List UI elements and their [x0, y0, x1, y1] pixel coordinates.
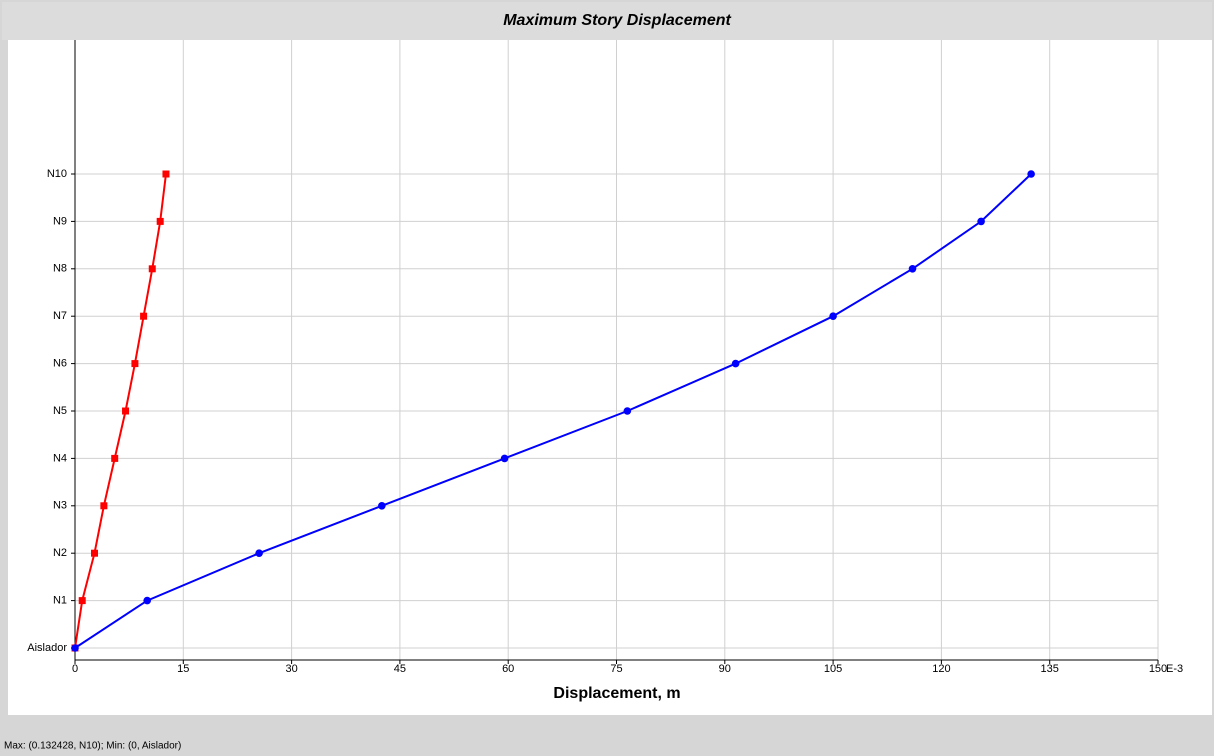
x-tick-label: 0: [72, 663, 78, 675]
x-tick-label: 30: [285, 663, 297, 675]
point: [78, 597, 86, 605]
x-tick-label: 120: [932, 663, 950, 675]
x-tick-label: 105: [824, 663, 842, 675]
point: [111, 454, 119, 462]
status-text: Max: (0.132428, N10); Min: (0, Aislador): [4, 741, 181, 752]
x-axis-title: Displacement, m: [553, 685, 680, 702]
point: [156, 217, 164, 225]
point: [71, 644, 79, 652]
point: [131, 360, 139, 368]
point: [829, 312, 837, 321]
y-tick-label: N4: [53, 452, 67, 464]
x-tick-label: 45: [394, 663, 406, 675]
x-tick-label: 15: [177, 663, 189, 675]
point: [500, 454, 509, 463]
y-tick-label: N5: [53, 405, 67, 417]
y-tick-label: N1: [53, 595, 67, 607]
x-tick-label: 150: [1149, 663, 1167, 675]
y-tick-label: N8: [53, 263, 67, 275]
x-tick-label: 135: [1041, 663, 1059, 675]
point: [162, 170, 170, 178]
point: [100, 502, 108, 510]
y-tick-label: Aislador: [27, 642, 67, 654]
y-tick-label: N9: [53, 215, 67, 227]
x-unit-label: E-3: [1166, 663, 1183, 675]
y-tick-label: N7: [53, 310, 67, 322]
plot-background: [8, 40, 1212, 715]
x-tick-label: 75: [610, 663, 622, 675]
y-tick-label: N6: [53, 358, 67, 370]
point: [148, 265, 156, 273]
point: [623, 407, 632, 415]
point: [908, 265, 917, 273]
x-tick-label: 60: [502, 663, 514, 675]
point: [90, 549, 98, 557]
point: [731, 359, 740, 368]
y-tick-label: N3: [53, 500, 67, 512]
chart-title: Maximum Story Displacement: [503, 12, 731, 29]
point: [977, 217, 985, 226]
point: [143, 596, 151, 605]
y-tick-label: N10: [47, 168, 67, 180]
point: [140, 312, 148, 320]
y-tick-label: N2: [53, 547, 67, 559]
title-bar: [2, 2, 1212, 40]
point: [1027, 170, 1035, 178]
x-tick-label: 90: [719, 663, 731, 675]
point: [122, 407, 130, 415]
point: [378, 502, 386, 510]
point: [255, 549, 263, 557]
